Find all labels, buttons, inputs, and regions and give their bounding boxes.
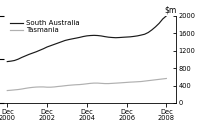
South Australia: [31, 52, 34, 54]
South Australia: [20, 57, 23, 58]
Tasmania: [136, 81, 139, 82]
South Australia: [38, 50, 41, 51]
South Australia: [129, 36, 132, 38]
Tasmania: [93, 82, 95, 84]
Tasmania: [49, 86, 52, 88]
Line: South Australia: South Australia: [7, 16, 166, 62]
Tasmania: [60, 85, 63, 87]
South Australia: [60, 41, 63, 43]
South Australia: [64, 40, 66, 41]
South Australia: [78, 37, 81, 38]
Tasmania: [28, 87, 30, 89]
Tasmania: [71, 84, 74, 86]
South Australia: [86, 35, 88, 37]
South Australia: [132, 36, 135, 37]
South Australia: [161, 18, 164, 20]
South Australia: [143, 33, 146, 35]
South Australia: [93, 35, 95, 36]
Tasmania: [150, 79, 153, 81]
South Australia: [140, 34, 142, 36]
South Australia: [122, 36, 124, 38]
Tasmania: [161, 78, 164, 80]
Tasmania: [57, 86, 59, 87]
South Australia: [118, 37, 121, 38]
Tasmania: [42, 86, 45, 88]
Tasmania: [75, 84, 77, 86]
South Australia: [150, 29, 153, 31]
Tasmania: [24, 88, 27, 89]
South Australia: [107, 36, 110, 38]
Tasmania: [96, 82, 99, 84]
Tasmania: [147, 80, 150, 81]
South Australia: [24, 55, 27, 57]
South Australia: [165, 15, 168, 17]
South Australia: [46, 46, 48, 48]
Tasmania: [53, 86, 55, 88]
Tasmania: [6, 90, 9, 91]
Legend: South Australia, Tasmania: South Australia, Tasmania: [9, 19, 80, 34]
South Australia: [100, 35, 103, 37]
Tasmania: [140, 81, 142, 82]
Tasmania: [86, 83, 88, 85]
Tasmania: [100, 83, 103, 84]
Tasmania: [89, 83, 92, 84]
Tasmania: [20, 88, 23, 90]
South Australia: [57, 42, 59, 44]
Tasmania: [158, 79, 160, 80]
Tasmania: [64, 85, 66, 86]
Tasmania: [46, 86, 48, 88]
South Australia: [104, 36, 106, 37]
Line: Tasmania: Tasmania: [7, 79, 166, 91]
Tasmania: [38, 86, 41, 88]
South Australia: [6, 61, 9, 62]
South Australia: [10, 60, 12, 62]
Tasmania: [82, 83, 84, 85]
Tasmania: [122, 82, 124, 83]
Tasmania: [13, 89, 16, 91]
Tasmania: [114, 82, 117, 84]
Tasmania: [35, 86, 37, 88]
Tasmania: [154, 79, 157, 81]
South Australia: [17, 58, 19, 60]
South Australia: [136, 35, 139, 37]
Text: $m: $m: [164, 5, 176, 14]
Tasmania: [143, 80, 146, 82]
Tasmania: [129, 81, 132, 83]
Tasmania: [107, 83, 110, 84]
South Australia: [49, 45, 52, 46]
South Australia: [125, 36, 128, 38]
Tasmania: [68, 84, 70, 86]
Tasmania: [31, 87, 34, 88]
South Australia: [13, 60, 16, 61]
South Australia: [71, 38, 74, 40]
South Australia: [28, 54, 30, 55]
South Australia: [35, 51, 37, 53]
South Australia: [42, 48, 45, 50]
Tasmania: [111, 83, 114, 84]
South Australia: [89, 35, 92, 36]
South Australia: [75, 37, 77, 39]
South Australia: [111, 37, 114, 38]
South Australia: [154, 26, 157, 28]
South Australia: [114, 37, 117, 39]
South Australia: [68, 39, 70, 40]
South Australia: [96, 35, 99, 36]
South Australia: [147, 32, 150, 33]
Tasmania: [78, 84, 81, 85]
Tasmania: [17, 89, 19, 90]
Tasmania: [165, 78, 168, 79]
Tasmania: [118, 82, 121, 84]
Tasmania: [125, 82, 128, 83]
Tasmania: [10, 89, 12, 91]
South Australia: [82, 36, 84, 37]
South Australia: [53, 44, 55, 45]
Tasmania: [132, 81, 135, 83]
South Australia: [158, 23, 160, 24]
Tasmania: [104, 83, 106, 84]
